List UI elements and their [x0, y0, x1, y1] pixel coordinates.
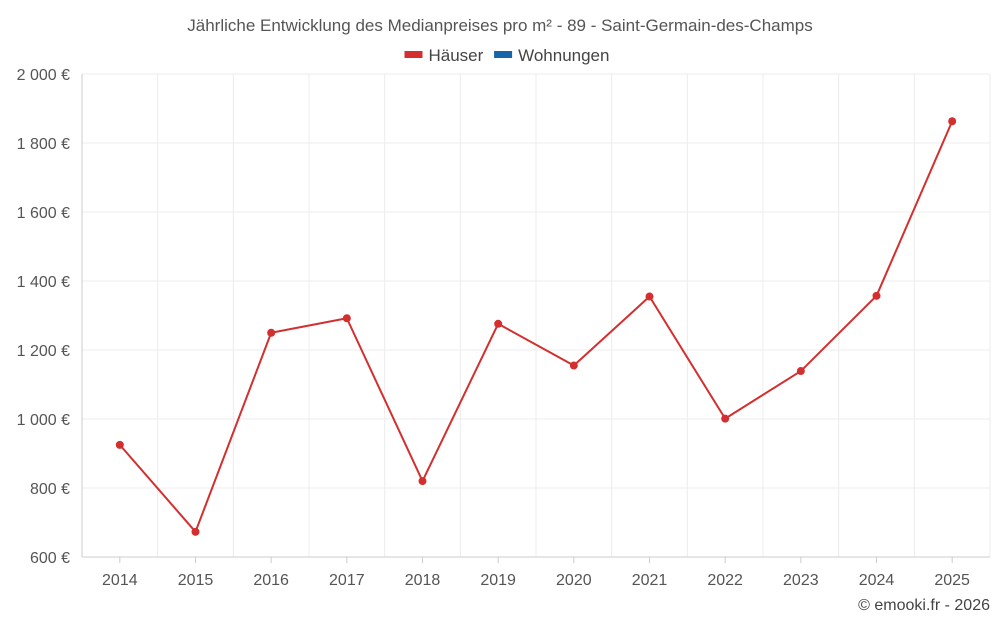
x-axis: 2014 2015 2016 2017 2018 2019 2020 2021 2022 2023…: [82, 556, 990, 589]
data-point[interactable]: [569, 361, 578, 370]
chart-title: Jährliche Entwicklung des Medianpreises …: [187, 16, 812, 35]
data-point[interactable]: [872, 291, 881, 300]
x-tick-label: 2023: [783, 572, 819, 589]
y-tick-label: 1 200 €: [17, 343, 70, 360]
y-tick-label: 600 €: [30, 550, 70, 567]
x-tick-label: 2020: [556, 572, 592, 589]
y-tick-label: 800 €: [30, 481, 70, 498]
x-tick-label: 2024: [859, 572, 895, 589]
y-axis: 600 € 800 € 1 000 € 1 200 € 1 400 € 1 600 € 1 …: [17, 67, 83, 567]
x-tick-label: 2021: [632, 572, 668, 589]
legend-item-label[interactable]: Wohnungen: [518, 46, 609, 65]
data-point[interactable]: [948, 117, 957, 126]
data-point[interactable]: [418, 477, 427, 486]
data-point[interactable]: [796, 367, 805, 376]
data-point[interactable]: [191, 527, 200, 536]
y-tick-label: 1 000 €: [17, 412, 70, 429]
legend-item-label[interactable]: Häuser: [429, 46, 484, 65]
legend-swatch: [404, 51, 423, 58]
x-tick-label: 2015: [178, 572, 214, 589]
data-point[interactable]: [342, 314, 351, 323]
x-tick-label: 2025: [934, 572, 970, 589]
data-point[interactable]: [115, 440, 124, 449]
data-point[interactable]: [721, 414, 730, 423]
y-tick-label: 2 000 €: [17, 67, 70, 84]
y-tick-label: 1 800 €: [17, 136, 70, 153]
series-line-haeuser: [119, 120, 954, 533]
data-point[interactable]: [494, 319, 503, 328]
x-tick-label: 2014: [102, 572, 138, 589]
data-point[interactable]: [645, 292, 654, 301]
credit-text: © emooki.fr - 2026: [858, 597, 990, 614]
y-tick-label: 1 400 €: [17, 274, 70, 291]
legend-swatch: [494, 51, 513, 58]
data-point[interactable]: [267, 328, 276, 337]
x-tick-label: 2018: [405, 572, 441, 589]
grid: [81, 73, 991, 558]
y-tick-label: 1 600 €: [17, 205, 70, 222]
series-layer: [115, 117, 957, 536]
x-tick-label: 2019: [480, 572, 516, 589]
x-tick-label: 2017: [329, 572, 365, 589]
x-tick-label: 2016: [253, 572, 289, 589]
x-tick-label: 2022: [707, 572, 743, 589]
legend: Häuser Wohnungen: [404, 46, 609, 65]
